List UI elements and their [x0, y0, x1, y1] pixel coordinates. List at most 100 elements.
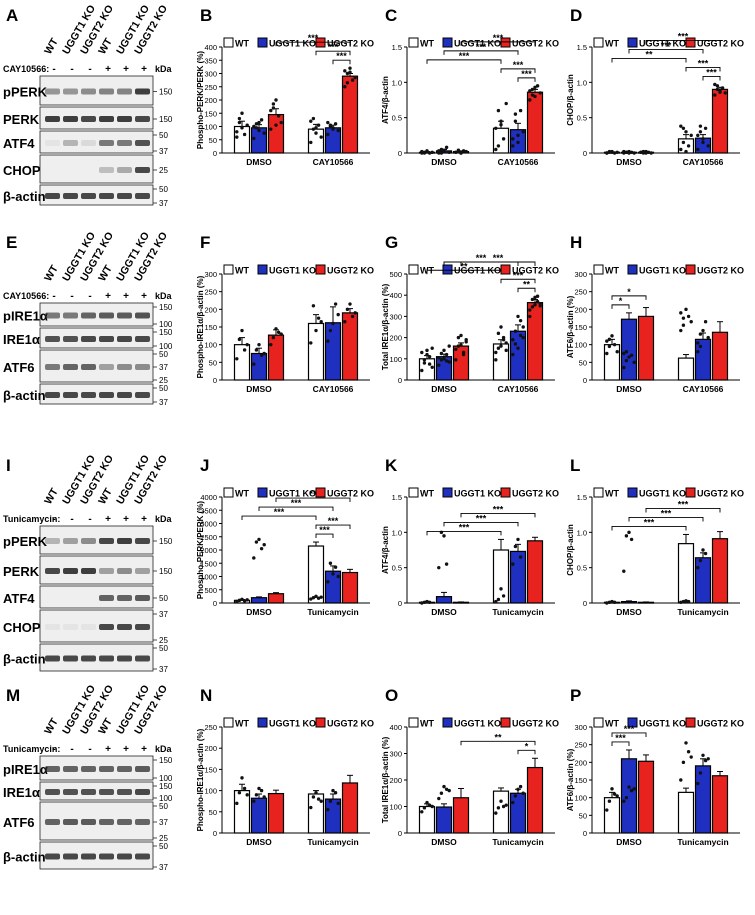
bar [603, 797, 621, 834]
data-point [698, 558, 703, 563]
significance-label: *** [459, 522, 470, 532]
blot-strip [39, 525, 154, 555]
legend-swatch [223, 37, 234, 48]
data-point [681, 126, 686, 130]
band [81, 193, 96, 199]
band [135, 140, 150, 146]
data-point [242, 599, 247, 603]
y-tick-label: 1500 [200, 559, 217, 568]
legend-swatch [500, 37, 511, 48]
data-point [311, 304, 316, 308]
y-tick-label: 300 [389, 312, 402, 321]
band [117, 568, 132, 574]
data-point [237, 120, 242, 125]
data-point [345, 81, 350, 85]
blot-strip [39, 184, 154, 206]
bar [620, 758, 638, 834]
treatment-sign: + [141, 64, 147, 75]
significance-bracket [460, 41, 536, 46]
data-point [610, 150, 614, 154]
marker-label: 150 [159, 303, 173, 312]
data-point [331, 572, 335, 576]
y-axis-label: CHOP/β-actin [566, 74, 575, 126]
data-point [684, 741, 688, 745]
legend-swatch [257, 487, 268, 498]
band [135, 336, 150, 342]
data-point [706, 335, 710, 340]
bar [341, 571, 359, 604]
marker-label: 100 [159, 342, 173, 351]
data-point [533, 94, 537, 99]
y-axis-label: Phospho-PERK/PERK (%) [196, 501, 205, 600]
x-tick-label: CAY10566 [683, 157, 724, 167]
band [45, 364, 60, 370]
marker-label: 150 [159, 567, 173, 576]
legend-swatch [408, 717, 419, 728]
bar [492, 549, 510, 604]
data-point [311, 795, 316, 799]
data-point [612, 792, 617, 796]
data-point [513, 112, 518, 116]
x-tick-label: Tunicamycin [677, 607, 728, 617]
panel-letter: O [385, 686, 398, 705]
legend-label: UGGT2 KO [512, 266, 559, 276]
data-point [533, 303, 537, 307]
data-point [444, 145, 449, 150]
y-tick-label: 0.5 [392, 564, 402, 573]
data-point [696, 350, 700, 354]
data-point [439, 358, 444, 362]
legend-swatch [685, 487, 696, 498]
y-axis-label: ATF4/β-actin [381, 526, 390, 574]
data-point [632, 151, 636, 155]
band [99, 312, 114, 319]
marker-label: 37 [159, 363, 168, 372]
bar [694, 765, 712, 834]
legend-label: UGGT2 KO [327, 719, 374, 729]
data-point [326, 132, 330, 137]
data-point [259, 353, 264, 357]
data-point [612, 342, 617, 347]
data-point [336, 128, 340, 133]
significance-bracket [460, 261, 536, 266]
data-point [499, 123, 503, 127]
band [63, 655, 78, 662]
band [99, 655, 114, 662]
legend-label: WT [605, 719, 619, 729]
treatment-sign: + [105, 64, 111, 75]
y-tick-label: 1.0 [577, 528, 587, 537]
data-point [269, 342, 273, 347]
band [81, 392, 96, 398]
data-point [326, 580, 330, 584]
marker-label: 25 [159, 636, 168, 645]
data-point [274, 123, 278, 127]
data-point [427, 354, 432, 359]
data-point [271, 102, 276, 106]
blot-strip [39, 130, 154, 154]
significance-label: * [525, 741, 529, 751]
data-point [627, 785, 631, 789]
data-point [610, 334, 614, 338]
marker-label: 25 [159, 166, 168, 175]
lane-label: WT [96, 716, 115, 737]
data-point [447, 150, 451, 154]
band [63, 140, 78, 146]
legend: WT UGGT1 KO UGGT2 KO [223, 264, 374, 276]
y-tick-label: 0 [398, 149, 402, 158]
data-point [501, 804, 506, 809]
data-point [701, 753, 705, 757]
data-point [624, 795, 629, 800]
y-tick-label: 200 [389, 334, 402, 343]
band [45, 312, 60, 319]
data-point [496, 597, 501, 602]
kda-label: kDa [155, 744, 173, 754]
y-tick-label: 100 [389, 355, 402, 364]
row-label: IRE1α [3, 332, 40, 347]
data-point [629, 537, 634, 542]
data-point [496, 108, 501, 113]
legend: WT UGGT1 KO UGGT2 KO [593, 717, 744, 729]
chart-o: O WT UGGT1 KO UGGT2 KO 0 100 200 300 400 Total IR… [381, 686, 559, 847]
data-point [612, 151, 617, 155]
lane-label: WT [96, 263, 115, 284]
y-tick-label: 250 [204, 83, 217, 92]
y-tick-label: 250 [204, 723, 217, 732]
